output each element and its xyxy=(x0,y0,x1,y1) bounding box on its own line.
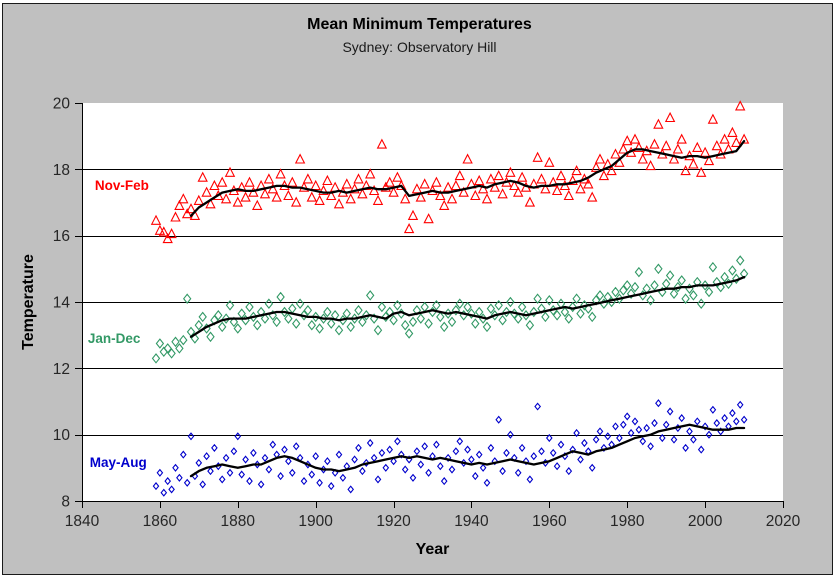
svg-text:20: 20 xyxy=(53,96,71,113)
svg-text:1880: 1880 xyxy=(221,513,256,530)
chart-title: Mean Minimum Temperatures xyxy=(307,16,532,33)
svg-text:18: 18 xyxy=(53,162,70,179)
svg-text:2020: 2020 xyxy=(766,513,801,530)
svg-text:2000: 2000 xyxy=(688,513,723,530)
svg-text:1920: 1920 xyxy=(376,513,411,530)
series-may-aug-points xyxy=(152,399,748,497)
svg-text:16: 16 xyxy=(53,228,70,245)
series-nov-feb-trend xyxy=(189,139,746,217)
y-axis-title: Temperature xyxy=(20,254,37,350)
axes xyxy=(75,103,784,508)
series-may-aug-label: May-Aug xyxy=(90,455,147,470)
x-axis-title: Year xyxy=(415,541,450,558)
series-nov-feb-points xyxy=(150,100,750,244)
y-tick-labels: 8 10 12 14 16 18 20 xyxy=(53,96,71,511)
svg-text:1900: 1900 xyxy=(298,513,333,530)
svg-text:1940: 1940 xyxy=(454,513,489,530)
svg-text:8: 8 xyxy=(61,494,70,511)
series-jan-dec-trend xyxy=(189,275,746,338)
svg-text:10: 10 xyxy=(53,427,71,444)
svg-text:1960: 1960 xyxy=(532,513,567,530)
x-tick-labels: 1840 1860 1880 1900 1920 1940 1960 1980 2000 2020 xyxy=(65,513,801,530)
svg-text:1860: 1860 xyxy=(143,513,178,530)
series-jan-dec-label: Jan-Dec xyxy=(88,331,141,346)
svg-text:1840: 1840 xyxy=(65,513,100,530)
gridlines xyxy=(82,169,783,436)
series-nov-feb-label: Nov-Feb xyxy=(95,178,149,193)
series-may-aug-trend xyxy=(189,423,746,478)
svg-text:1980: 1980 xyxy=(610,513,645,530)
svg-text:12: 12 xyxy=(53,361,70,378)
svg-text:14: 14 xyxy=(53,295,71,312)
chart-subtitle: Sydney: Observatory Hill xyxy=(342,39,497,55)
